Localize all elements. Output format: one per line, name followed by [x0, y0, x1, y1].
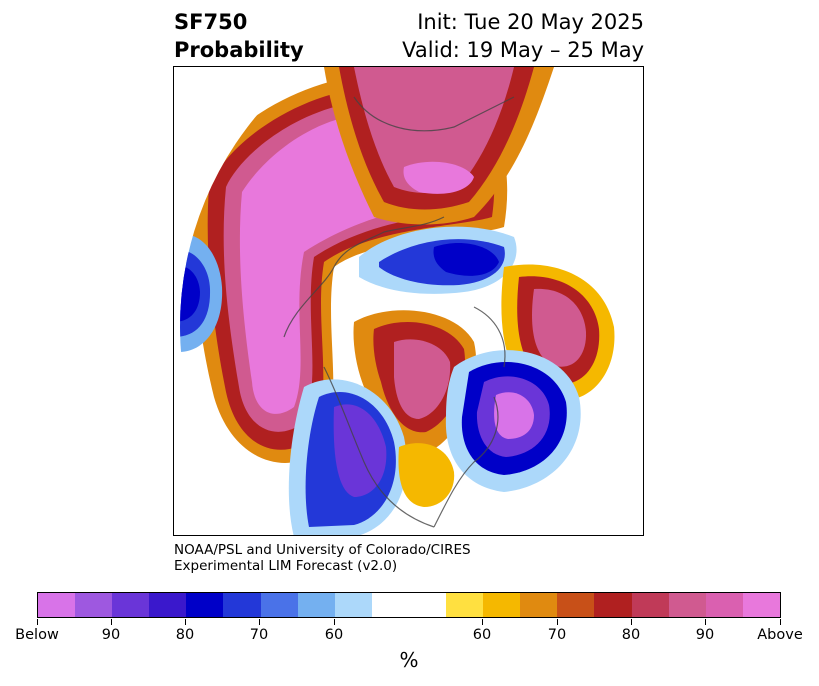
title-variable: SF750 — [174, 10, 248, 34]
colorbar-segment — [557, 593, 595, 617]
colorbar-segment — [668, 593, 706, 617]
map-title-dates: Init: Tue 20 May 2025 Valid: 19 May – 25… — [402, 8, 644, 64]
colorbar-tick — [37, 619, 38, 625]
coastlines — [283, 96, 515, 528]
colorbar-segment — [520, 593, 558, 617]
colorbar-tick-label: 70 — [249, 627, 269, 643]
title-type: Probability — [174, 38, 304, 62]
colorbar-segment — [371, 593, 447, 617]
colorbar-tick-label: 60 — [324, 627, 344, 643]
colorbar-tick-label: Below — [15, 627, 59, 643]
colorbar-segment — [186, 593, 224, 617]
colorbar-tick — [631, 619, 632, 625]
probability-map — [180, 67, 643, 535]
colorbar-tick — [185, 619, 186, 625]
colorbar-tick — [557, 619, 558, 625]
colorbar-unit: % — [399, 648, 419, 672]
credit-line-1: NOAA/PSL and University of Colorado/CIRE… — [174, 542, 471, 558]
colorbar-tick-label: 80 — [621, 627, 641, 643]
colorbar-segment — [705, 593, 743, 617]
colorbar-segment — [149, 593, 187, 617]
colorbar-segment — [38, 593, 76, 617]
colorbar-segment — [75, 593, 113, 617]
colorbar — [37, 592, 781, 618]
colorbar-segment — [594, 593, 632, 617]
colorbar-tick-label: 70 — [547, 627, 567, 643]
colorbar-segment — [112, 593, 150, 617]
colorbar-segment — [631, 593, 669, 617]
colorbar-tick — [705, 619, 706, 625]
colorbar-tick — [111, 619, 112, 625]
probability-field — [180, 67, 643, 535]
title-init-date: Init: Tue 20 May 2025 — [417, 10, 644, 34]
colorbar-tick-label: Above — [757, 627, 803, 643]
colorbar-tick-label: 90 — [101, 627, 121, 643]
colorbar-tick-label: 90 — [695, 627, 715, 643]
colorbar-tick — [259, 619, 260, 625]
colorbar-tick — [482, 619, 483, 625]
colorbar-segment — [223, 593, 261, 617]
map-frame — [173, 66, 644, 536]
colorbar-segment — [483, 593, 521, 617]
credit-line-2: Experimental LIM Forecast (v2.0) — [174, 558, 398, 574]
colorbar-tick — [780, 619, 781, 625]
colorbar-tick-label: 60 — [472, 627, 492, 643]
colorbar-segment — [297, 593, 335, 617]
title-valid-range: Valid: 19 May – 25 May — [402, 38, 644, 62]
colorbar-tick — [334, 619, 335, 625]
colorbar-segment — [742, 593, 780, 617]
credit-text: NOAA/PSL and University of Colorado/CIRE… — [174, 542, 471, 574]
colorbar-segment — [260, 593, 298, 617]
colorbar-segment — [446, 593, 484, 617]
map-title-variable: SF750 Probability — [174, 8, 304, 64]
colorbar-segment — [334, 593, 372, 617]
colorbar-tick-label: 80 — [175, 627, 195, 643]
